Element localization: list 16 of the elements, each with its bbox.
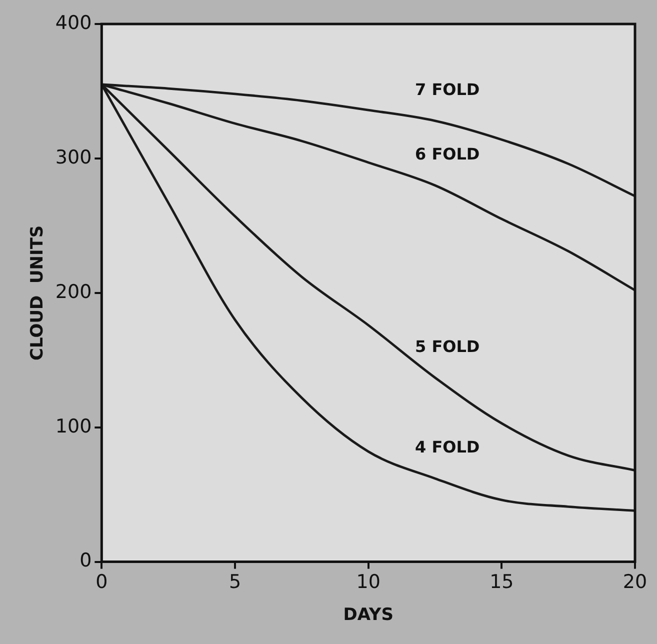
y-tick-label: 300 bbox=[55, 146, 92, 168]
y-tick-label: 400 bbox=[55, 12, 92, 34]
y-tick-label: 100 bbox=[55, 415, 92, 438]
x-tick-label: 15 bbox=[490, 571, 514, 594]
x-axis-title: DAYS bbox=[343, 605, 394, 626]
series-label: 5 FOLD bbox=[415, 336, 480, 356]
x-tick-label: 10 bbox=[356, 571, 380, 594]
x-tick-label: 20 bbox=[622, 571, 648, 594]
y-tick-label: 200 bbox=[55, 280, 92, 303]
series-label: 4 FOLD bbox=[415, 438, 480, 457]
y-tick-label: 0 bbox=[80, 550, 92, 572]
x-tick-label: 0 bbox=[96, 571, 108, 594]
series-label: 7 FOLD bbox=[415, 80, 480, 99]
x-tick-label: 5 bbox=[228, 571, 242, 594]
y-axis-title: CLOUD UNITS bbox=[28, 225, 48, 360]
series-label: 6 FOLD bbox=[415, 144, 480, 164]
